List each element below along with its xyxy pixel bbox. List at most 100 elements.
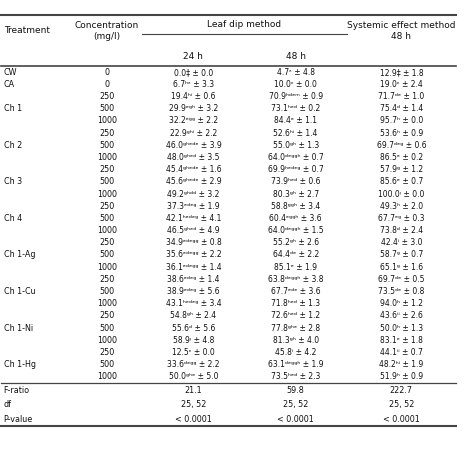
Text: 19.4ʰⁱ ± 0.6: 19.4ʰⁱ ± 0.6 [171,92,216,101]
Text: 85.1ᵉ ± 1.9: 85.1ᵉ ± 1.9 [274,263,317,272]
Text: 48 h: 48 h [285,52,306,61]
Text: 6.7ʰᵋ ± 3.3: 6.7ʰᵋ ± 3.3 [173,80,214,89]
Text: 100.0ᵎ ± 0.0: 100.0ᵎ ± 0.0 [378,189,424,198]
Text: 46.5ᵍʰᵉᵈ ± 4.9: 46.5ᵍʰᵉᵈ ± 4.9 [167,226,220,235]
Text: 1000: 1000 [97,226,117,235]
Text: 1000: 1000 [97,153,117,162]
Text: 1000: 1000 [97,263,117,272]
Text: 65.1ᵍ ± 1.6: 65.1ᵍ ± 1.6 [380,263,423,272]
Text: 63.1ᵈᵉᵍᵍʰ ± 1.9: 63.1ᵈᵉᵍᵍʰ ± 1.9 [268,360,323,369]
Text: 38.6ᵉᵈᵉᵍ ± 1.4: 38.6ᵉᵈᵉᵍ ± 1.4 [167,275,219,284]
Text: 43.1ʰᵉᵈᵉᵍ ± 3.4: 43.1ʰᵉᵈᵉᵍ ± 3.4 [166,299,221,308]
Text: Ch 1-Cu: Ch 1-Cu [4,287,35,296]
Text: 64.0ᵈᵉᵍᵍʰ ± 0.7: 64.0ᵈᵉᵍᵍʰ ± 0.7 [268,153,323,162]
Text: 43.6ⁱⁱ ± 2.6: 43.6ⁱⁱ ± 2.6 [380,311,423,320]
Text: CW: CW [4,68,17,77]
Text: 73.1ʰᵉᵈ ± 0.2: 73.1ʰᵉᵈ ± 0.2 [271,104,320,113]
Text: 84.4ᵉ ± 1.1: 84.4ᵉ ± 1.1 [274,117,317,126]
Text: 45.6ᵍʰᵉᵈᵉ ± 2.9: 45.6ᵍʰᵉᵈᵉ ± 2.9 [166,177,221,186]
Text: 12.5ᵋ ± 0.0: 12.5ᵋ ± 0.0 [172,348,215,357]
Text: Ch 3: Ch 3 [4,177,22,186]
Text: 250: 250 [99,311,115,320]
Text: 500: 500 [100,251,115,260]
Text: 33.6ᵈᵉᵍᵍ ± 2.2: 33.6ᵈᵉᵍᵍ ± 2.2 [167,360,219,369]
Text: 69.7ᵈᵉᵍ ± 0.6: 69.7ᵈᵉᵍ ± 0.6 [377,141,426,150]
Text: 81.3ᵍʰ ± 4.0: 81.3ᵍʰ ± 4.0 [273,336,319,345]
Text: 500: 500 [100,324,115,333]
Text: < 0.0001: < 0.0001 [175,414,212,423]
Text: 58.9ᵎ ± 4.8: 58.9ᵎ ± 4.8 [173,336,214,345]
Text: Ch 1-Hg: Ch 1-Hg [4,360,36,369]
Text: 95.7ʰ ± 0.0: 95.7ʰ ± 0.0 [380,117,423,126]
Text: 86.5ᵉ ± 0.2: 86.5ᵉ ± 0.2 [380,153,423,162]
Text: 42.4ⁱ ± 3.0: 42.4ⁱ ± 3.0 [380,238,422,248]
Text: 73.5ᵈᵉ ± 0.8: 73.5ᵈᵉ ± 0.8 [378,287,424,296]
Text: 73.9ʰᵉᵈ ± 0.6: 73.9ʰᵉᵈ ± 0.6 [271,177,321,186]
Text: 22.9ᵍʰⁱ ± 2.2: 22.9ᵍʰⁱ ± 2.2 [170,129,217,138]
Text: 54.8ᵍʰ ± 2.4: 54.8ᵍʰ ± 2.4 [170,311,217,320]
Text: 250: 250 [99,129,115,138]
Text: 63.8ᵈᵉᵍᵍʰ ± 3.8: 63.8ᵈᵉᵍᵍʰ ± 3.8 [268,275,323,284]
Text: 0: 0 [104,80,110,89]
Text: 85.6ᵉ ± 0.7: 85.6ᵉ ± 0.7 [380,177,423,186]
Text: 70.9ʰᵈᵉᵐ ± 0.9: 70.9ʰᵈᵉᵐ ± 0.9 [269,92,323,101]
Text: 55.6ᵈ ± 5.6: 55.6ᵈ ± 5.6 [172,324,215,333]
Text: CA: CA [4,80,15,89]
Text: 80.3ᵍʰ ± 2.7: 80.3ᵍʰ ± 2.7 [273,189,319,198]
Text: 75.4ᵈ ± 1.4: 75.4ᵈ ± 1.4 [380,104,423,113]
Text: 69.9ʰᵉᵈᵉᵍ ± 0.7: 69.9ʰᵉᵈᵉᵍ ± 0.7 [268,165,323,174]
Text: 25, 52: 25, 52 [388,400,414,409]
Text: F-ratio: F-ratio [4,386,30,395]
Text: 25, 52: 25, 52 [181,400,206,409]
Text: P-value: P-value [4,414,33,423]
Text: 69.7ᵈᵉ ± 0.5: 69.7ᵈᵉ ± 0.5 [378,275,424,284]
Text: 34.9ᵉᵈᵉᵍᵍ ± 0.8: 34.9ᵉᵈᵉᵍᵍ ± 0.8 [166,238,221,248]
Text: 500: 500 [100,214,115,223]
Text: 44.1ⁱⁱ ± 0.7: 44.1ⁱⁱ ± 0.7 [380,348,423,357]
Text: < 0.0001: < 0.0001 [278,414,314,423]
Text: 250: 250 [99,165,115,174]
Text: 42.1ʰᵉᵈᵉᵍ ± 4.1: 42.1ʰᵉᵈᵉᵍ ± 4.1 [166,214,221,223]
Text: 1000: 1000 [97,336,117,345]
Text: 10.0ᵋ ± 0.0: 10.0ᵋ ± 0.0 [274,80,317,89]
Text: Ch 1-Ag: Ch 1-Ag [4,251,35,260]
Text: 50.0ᵍʰᵉ ± 5.0: 50.0ᵍʰᵉ ± 5.0 [168,372,218,381]
Text: 250: 250 [99,92,115,101]
Text: 73.5ʰᵉᵈ ± 2.3: 73.5ʰᵉᵈ ± 2.3 [271,372,321,381]
Text: 37.3ᵉᵈᵉᵍ ± 1.9: 37.3ᵉᵈᵉᵍ ± 1.9 [167,202,220,211]
Text: 36.1ᵉᵈᵉᵍᵍ ± 1.4: 36.1ᵉᵈᵉᵍᵍ ± 1.4 [166,263,221,272]
Text: 64.0ᵈᵉᵍᵍʰ ± 1.5: 64.0ᵈᵉᵍᵍʰ ± 1.5 [268,226,323,235]
Text: 0.0‡ ± 0.0: 0.0‡ ± 0.0 [174,68,213,77]
Text: 500: 500 [100,360,115,369]
Text: 48.2ʰⁱ ± 1.9: 48.2ʰⁱ ± 1.9 [379,360,424,369]
Text: 94.0ʰ ± 1.2: 94.0ʰ ± 1.2 [380,299,423,308]
Text: 58.8ᵍᵍʰ ± 3.4: 58.8ᵍᵍʰ ± 3.4 [271,202,320,211]
Text: 50.0ʰ ± 1.3: 50.0ʰ ± 1.3 [380,324,423,333]
Text: 48.0ᵍʰᵉᵈ ± 3.5: 48.0ᵍʰᵉᵈ ± 3.5 [167,153,219,162]
Text: 71.7ᵈᵉ ± 1.0: 71.7ᵈᵉ ± 1.0 [378,92,424,101]
Text: 19.0ᵋ ± 2.4: 19.0ᵋ ± 2.4 [380,80,423,89]
Text: 32.2ᵉᵍᵍ ± 2.2: 32.2ᵉᵍᵍ ± 2.2 [169,117,218,126]
Text: Systemic effect method
48 h: Systemic effect method 48 h [347,21,455,40]
Text: 51.9ʰ ± 0.9: 51.9ʰ ± 0.9 [380,372,423,381]
Text: 67.7ᵉᵈᵉ ± 3.6: 67.7ᵉᵈᵉ ± 3.6 [271,287,321,296]
Text: Ch 2: Ch 2 [4,141,22,150]
Text: 46.0ᵍʰᵉᵈᵉ ± 3.9: 46.0ᵍʰᵉᵈᵉ ± 3.9 [166,141,221,150]
Text: 71.8ʰᵉᵈ ± 1.3: 71.8ʰᵉᵈ ± 1.3 [271,299,320,308]
Text: 59.8: 59.8 [287,386,305,395]
Text: Ch 1-Ni: Ch 1-Ni [4,324,33,333]
Text: 25, 52: 25, 52 [283,400,308,409]
Text: 73.8ᵈ ± 2.4: 73.8ᵈ ± 2.4 [380,226,423,235]
Text: 500: 500 [100,104,115,113]
Text: 250: 250 [99,348,115,357]
Text: 250: 250 [99,275,115,284]
Text: 222.7: 222.7 [390,386,413,395]
Text: 29.9ᵉᵍʰ ± 3.2: 29.9ᵉᵍʰ ± 3.2 [169,104,218,113]
Text: 35.6ᵉᵈᵉᵍᵍ ± 2.2: 35.6ᵉᵈᵉᵍᵍ ± 2.2 [166,251,221,260]
Text: 250: 250 [99,202,115,211]
Text: 24 h: 24 h [183,52,204,61]
Text: 0: 0 [104,68,110,77]
Text: 12.9‡ ± 1.8: 12.9‡ ± 1.8 [380,68,423,77]
Text: 53.6ʰ ± 0.9: 53.6ʰ ± 0.9 [380,129,423,138]
Text: 1000: 1000 [97,372,117,381]
